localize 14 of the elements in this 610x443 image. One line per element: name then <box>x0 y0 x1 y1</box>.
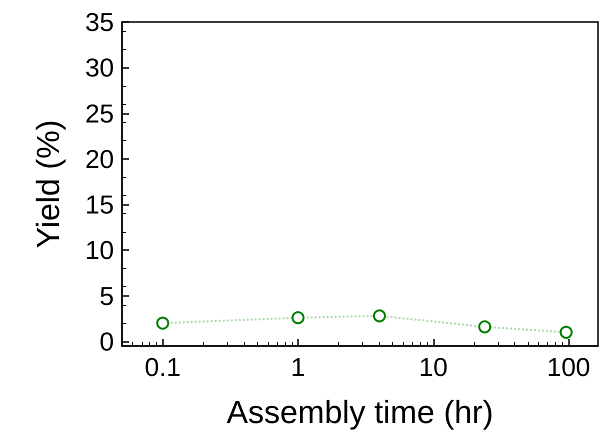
x-axis-title: Assembly time (hr) <box>226 394 494 430</box>
y-tick-label: 15 <box>85 190 114 220</box>
y-tick-label: 10 <box>85 235 114 266</box>
x-tick-label: 10 <box>418 352 448 382</box>
y-tick-label: 5 <box>100 280 114 311</box>
y-tick-label: 0 <box>100 326 114 356</box>
y-tick-label: 25 <box>85 98 114 128</box>
x-tick-label: 100 <box>546 352 590 382</box>
y-axis-title: Yield (%) <box>30 120 66 248</box>
x-tick-label: 1 <box>290 352 306 382</box>
y-tick-label: 20 <box>85 144 114 174</box>
x-tick-label: 0.1 <box>144 352 181 382</box>
y-tick-label: 30 <box>85 52 114 83</box>
y-tick-label: 35 <box>85 7 114 37</box>
